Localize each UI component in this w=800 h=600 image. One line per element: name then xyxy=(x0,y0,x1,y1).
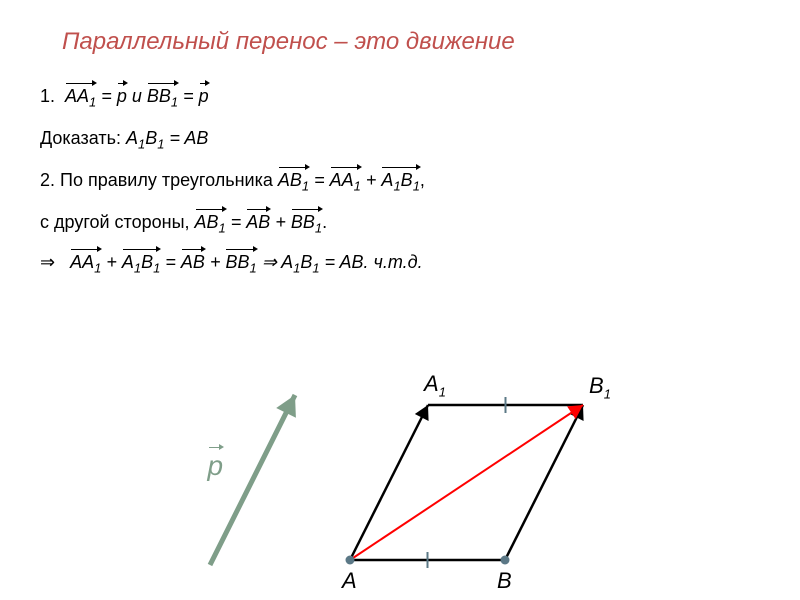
proof-line-3: 2. По правилу треугольника AB1 = AA1 + A… xyxy=(40,170,425,194)
proof-line-5: ⇒ AA1 + A1B1 = AB + BB1 ⇒ A1B1 = AB. ч.т… xyxy=(40,252,423,276)
point-a1-label: A1 xyxy=(424,371,446,399)
proof-line-4: с другой стороны, AB1 = AB + BB1. xyxy=(40,212,327,236)
page-title: Параллельный перенос – это движение xyxy=(62,28,515,56)
proof-line-2: Доказать: A1B1 = AB xyxy=(40,128,208,152)
vector-p-label: p xyxy=(208,450,224,482)
geometry-diagram: p A B A1 B1 xyxy=(150,340,670,590)
point-b1-label: B1 xyxy=(589,373,611,401)
proof-line-1: 1. AA1 = p и BB1 = p xyxy=(40,86,209,110)
point-a-label: A xyxy=(342,568,357,594)
point-b-label: B xyxy=(497,568,512,594)
